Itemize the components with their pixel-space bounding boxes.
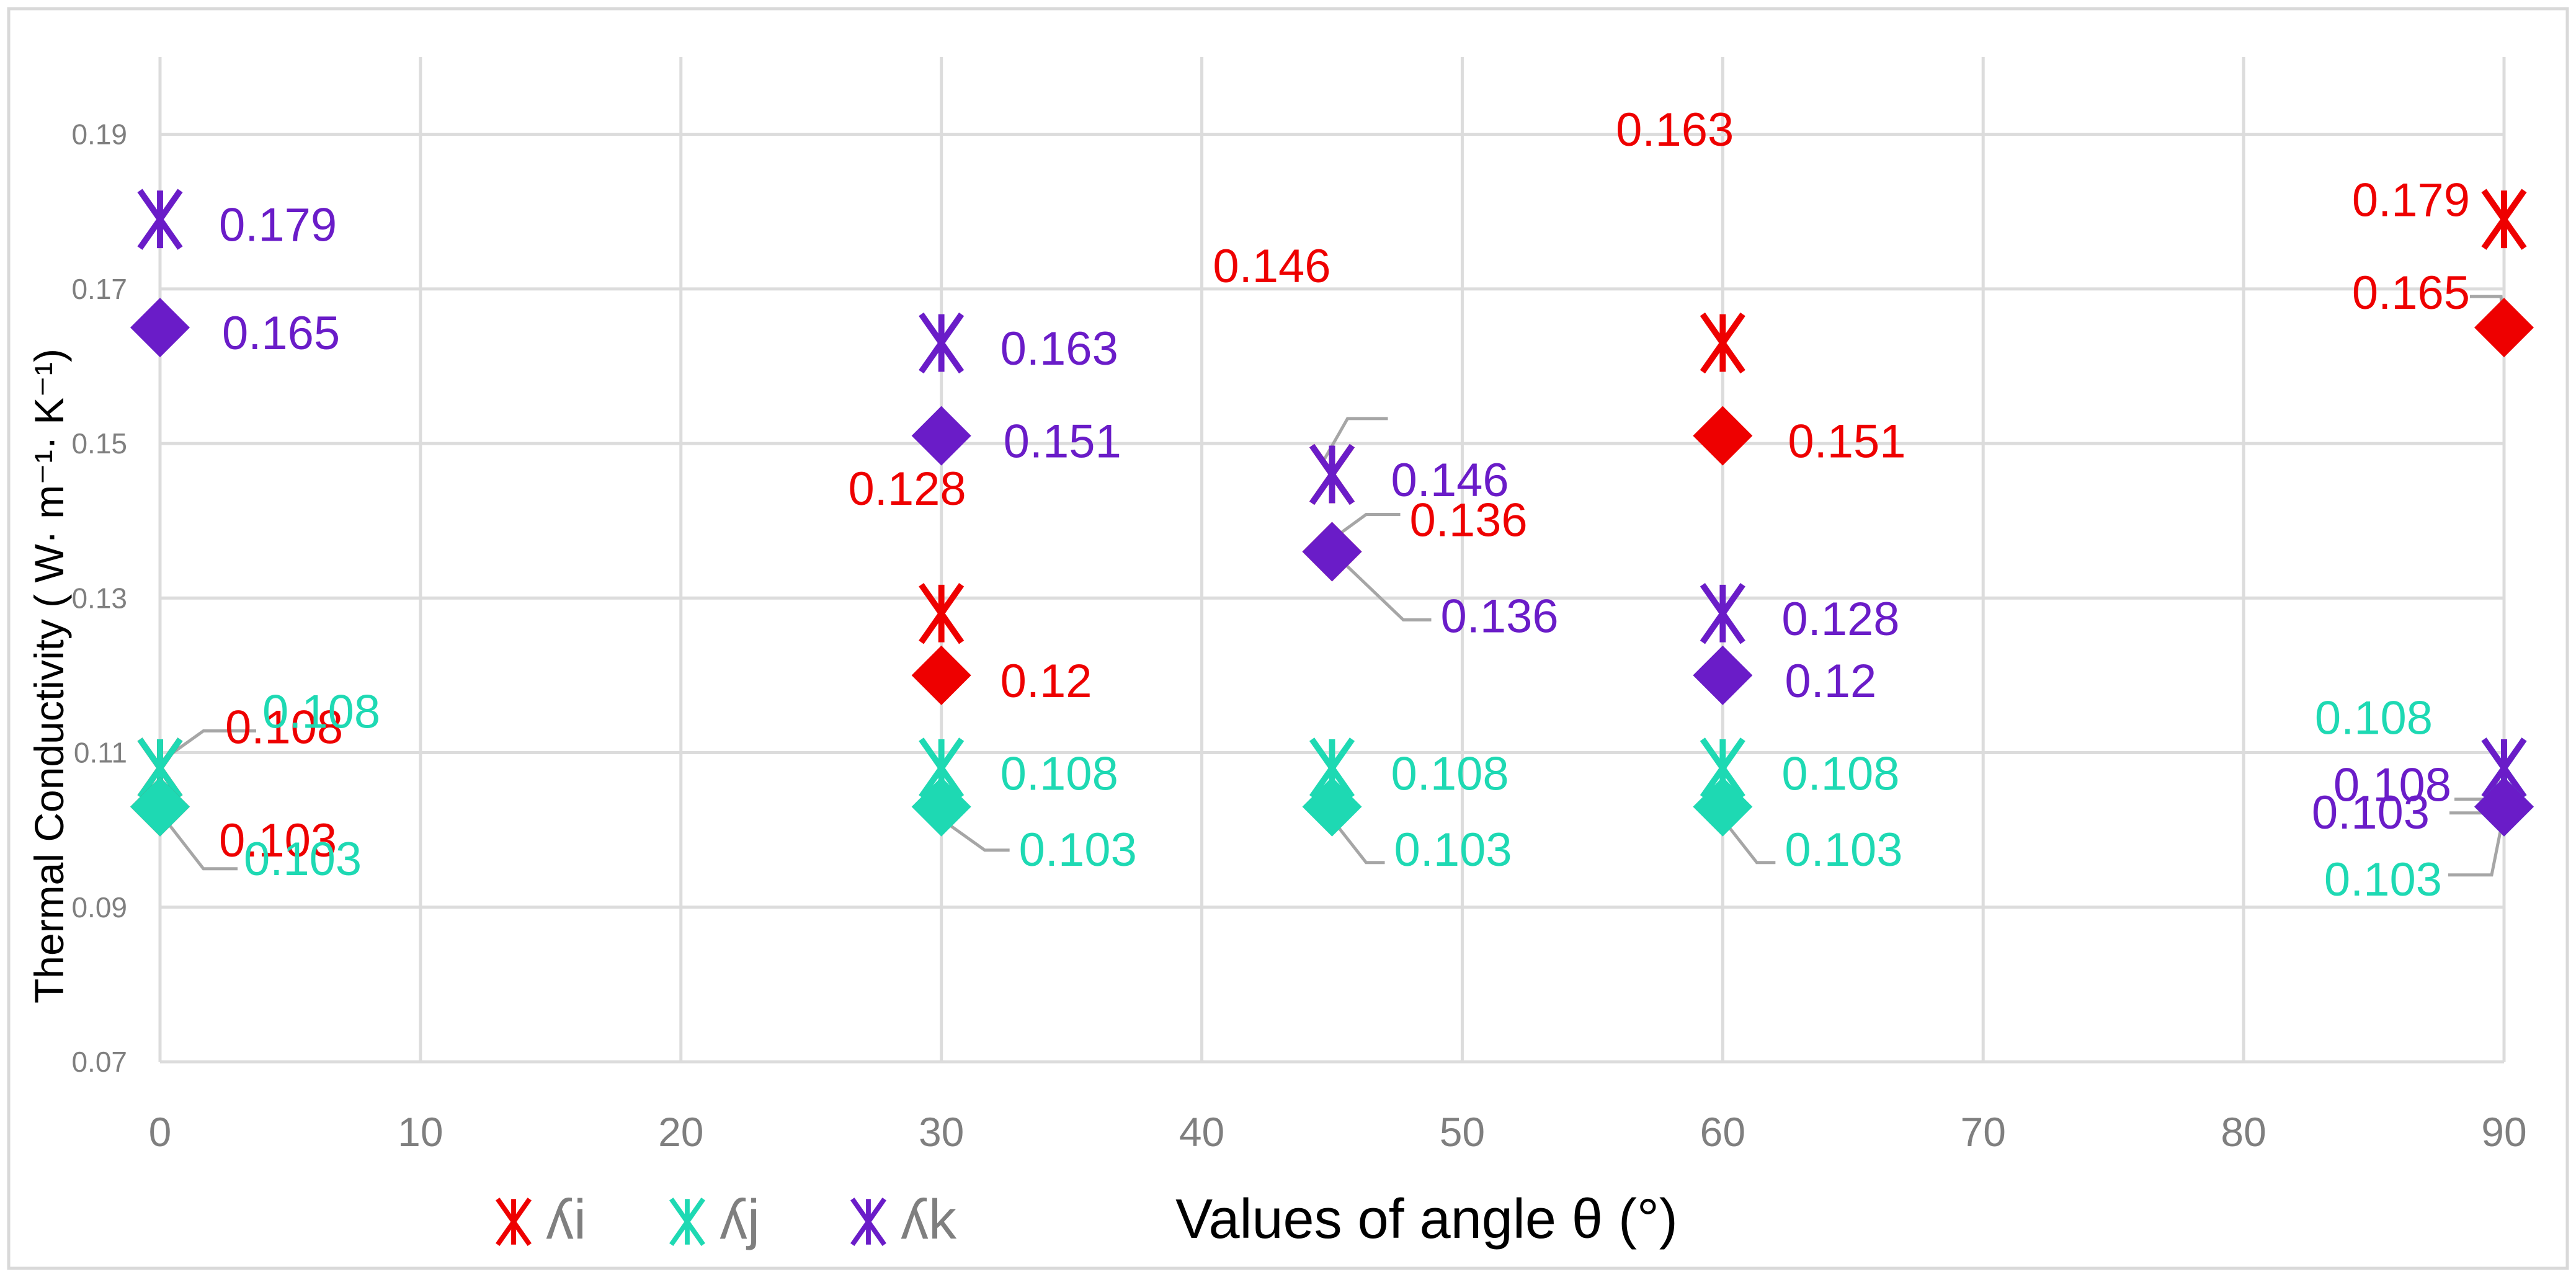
data-label: 0.12: [1001, 655, 1092, 708]
asterisk-point: [1309, 443, 1355, 505]
legend-entry: ʎi: [496, 1189, 586, 1251]
data-label: 0.165: [2352, 267, 2470, 319]
diamond-point: [1302, 522, 1362, 582]
leader-line: [1331, 513, 1401, 541]
y-axis-label: Thermal Conductivity ( W· m⁻¹· K⁻¹): [26, 349, 72, 1003]
y-tick-label: 0.13: [71, 582, 127, 614]
asterisk-point: [919, 312, 965, 374]
data-label: 0.103: [1019, 824, 1137, 876]
data-label: 0.103: [219, 814, 337, 867]
asterisk-point: [1700, 583, 1745, 644]
legend-marker-icon: [669, 1197, 705, 1247]
legend-entry: ʎk: [850, 1189, 957, 1251]
data-label: 0.128: [1781, 593, 1899, 646]
data-label: 0.146: [1391, 454, 1509, 507]
leader-line: [1721, 818, 1776, 865]
leader-line: [159, 812, 238, 871]
x-axis-ticks: 0 10 20 30 40 50 60 70 80 90: [149, 1109, 2527, 1155]
data-label: 0.108: [1781, 747, 1899, 800]
data-label: 0.103: [1394, 824, 1512, 876]
x-tick-label: 20: [658, 1109, 703, 1155]
y-tick-label: 0.15: [71, 427, 127, 460]
leader-line: [1330, 818, 1385, 865]
y-tick-label: 0.17: [71, 273, 127, 305]
asterisk-point: [137, 189, 183, 250]
data-label: 0.179: [219, 199, 337, 252]
leader-line: [1330, 550, 1432, 622]
legend-label: ʎi: [546, 1189, 586, 1251]
data-label: 0.108: [1001, 747, 1118, 800]
chart-frame: [7, 7, 2569, 1270]
y-tick-label: 0.11: [74, 737, 127, 769]
legend-label: ʎk: [901, 1189, 957, 1251]
data-label: 0.103: [1785, 824, 1902, 876]
asterisk-point: [2481, 189, 2527, 250]
diamond-point: [911, 406, 971, 466]
data-label: 0.108: [2315, 692, 2433, 744]
data-label: 0.108: [225, 701, 343, 754]
data-label: 0.136: [1410, 494, 1528, 547]
asterisk-point: [1700, 312, 1745, 374]
diamond-point: [911, 645, 971, 705]
data-label: 0.128: [848, 463, 966, 515]
x-tick-label: 70: [1961, 1109, 2006, 1155]
x-tick-label: 30: [919, 1109, 964, 1155]
x-tick-label: 0: [149, 1109, 172, 1155]
legend-marker-icon: [496, 1197, 532, 1247]
data-points: [130, 189, 2534, 837]
diamond-point: [130, 298, 190, 358]
leader-line: [2448, 812, 2506, 877]
data-label: 0.151: [1788, 416, 1905, 468]
x-tick-label: 10: [398, 1109, 443, 1155]
data-label: 0.108: [262, 685, 380, 738]
leader-line: [940, 817, 1010, 852]
data-label: 0.136: [1441, 590, 1559, 643]
y-tick-label: 0.19: [71, 118, 127, 151]
diamond-point: [1693, 645, 1753, 705]
y-tick-label: 0.07: [71, 1046, 127, 1078]
diamond-point: [1302, 776, 1362, 837]
asterisk-point: [919, 583, 965, 644]
data-label: 0.103: [2312, 786, 2430, 839]
x-tick-label: 90: [2481, 1109, 2526, 1155]
data-label: 0.103: [244, 833, 362, 886]
data-label: 0.163: [1001, 323, 1118, 375]
data-label: 0.108: [1391, 747, 1509, 800]
y-axis-ticks: 0.07 0.09 0.11 0.13 0.15 0.17 0.19: [71, 118, 127, 1078]
diamond-point: [2474, 298, 2534, 358]
x-tick-label: 80: [2221, 1109, 2266, 1155]
data-label: 0.103: [2324, 853, 2442, 906]
x-tick-label: 60: [1700, 1109, 1745, 1155]
diamond-point: [911, 776, 971, 837]
data-label: 0.165: [222, 307, 340, 360]
data-label: 0.12: [1785, 655, 1876, 708]
data-label: 0.151: [1004, 416, 1121, 468]
x-tick-label: 50: [1440, 1109, 1485, 1155]
legend-label: ʎj: [720, 1189, 760, 1251]
data-label: 0.146: [1213, 240, 1330, 293]
legend: ʎi ʎj ʎk: [496, 1189, 957, 1251]
data-label: 0.179: [2352, 174, 2470, 227]
diamond-point: [1693, 406, 1753, 466]
data-label: 0.163: [1616, 104, 1734, 156]
diamond-point: [130, 776, 190, 837]
x-tick-label: 40: [1179, 1109, 1224, 1155]
x-axis-label: Values of angle θ (°): [1175, 1188, 1678, 1250]
y-tick-label: 0.09: [71, 891, 127, 923]
legend-entry: ʎj: [669, 1189, 760, 1251]
diamond-point: [2474, 776, 2534, 837]
leader-line: [1323, 417, 1388, 460]
data-label: 0.108: [2333, 759, 2451, 811]
legend-marker-icon: [850, 1197, 886, 1247]
diamond-point: [1693, 776, 1753, 837]
